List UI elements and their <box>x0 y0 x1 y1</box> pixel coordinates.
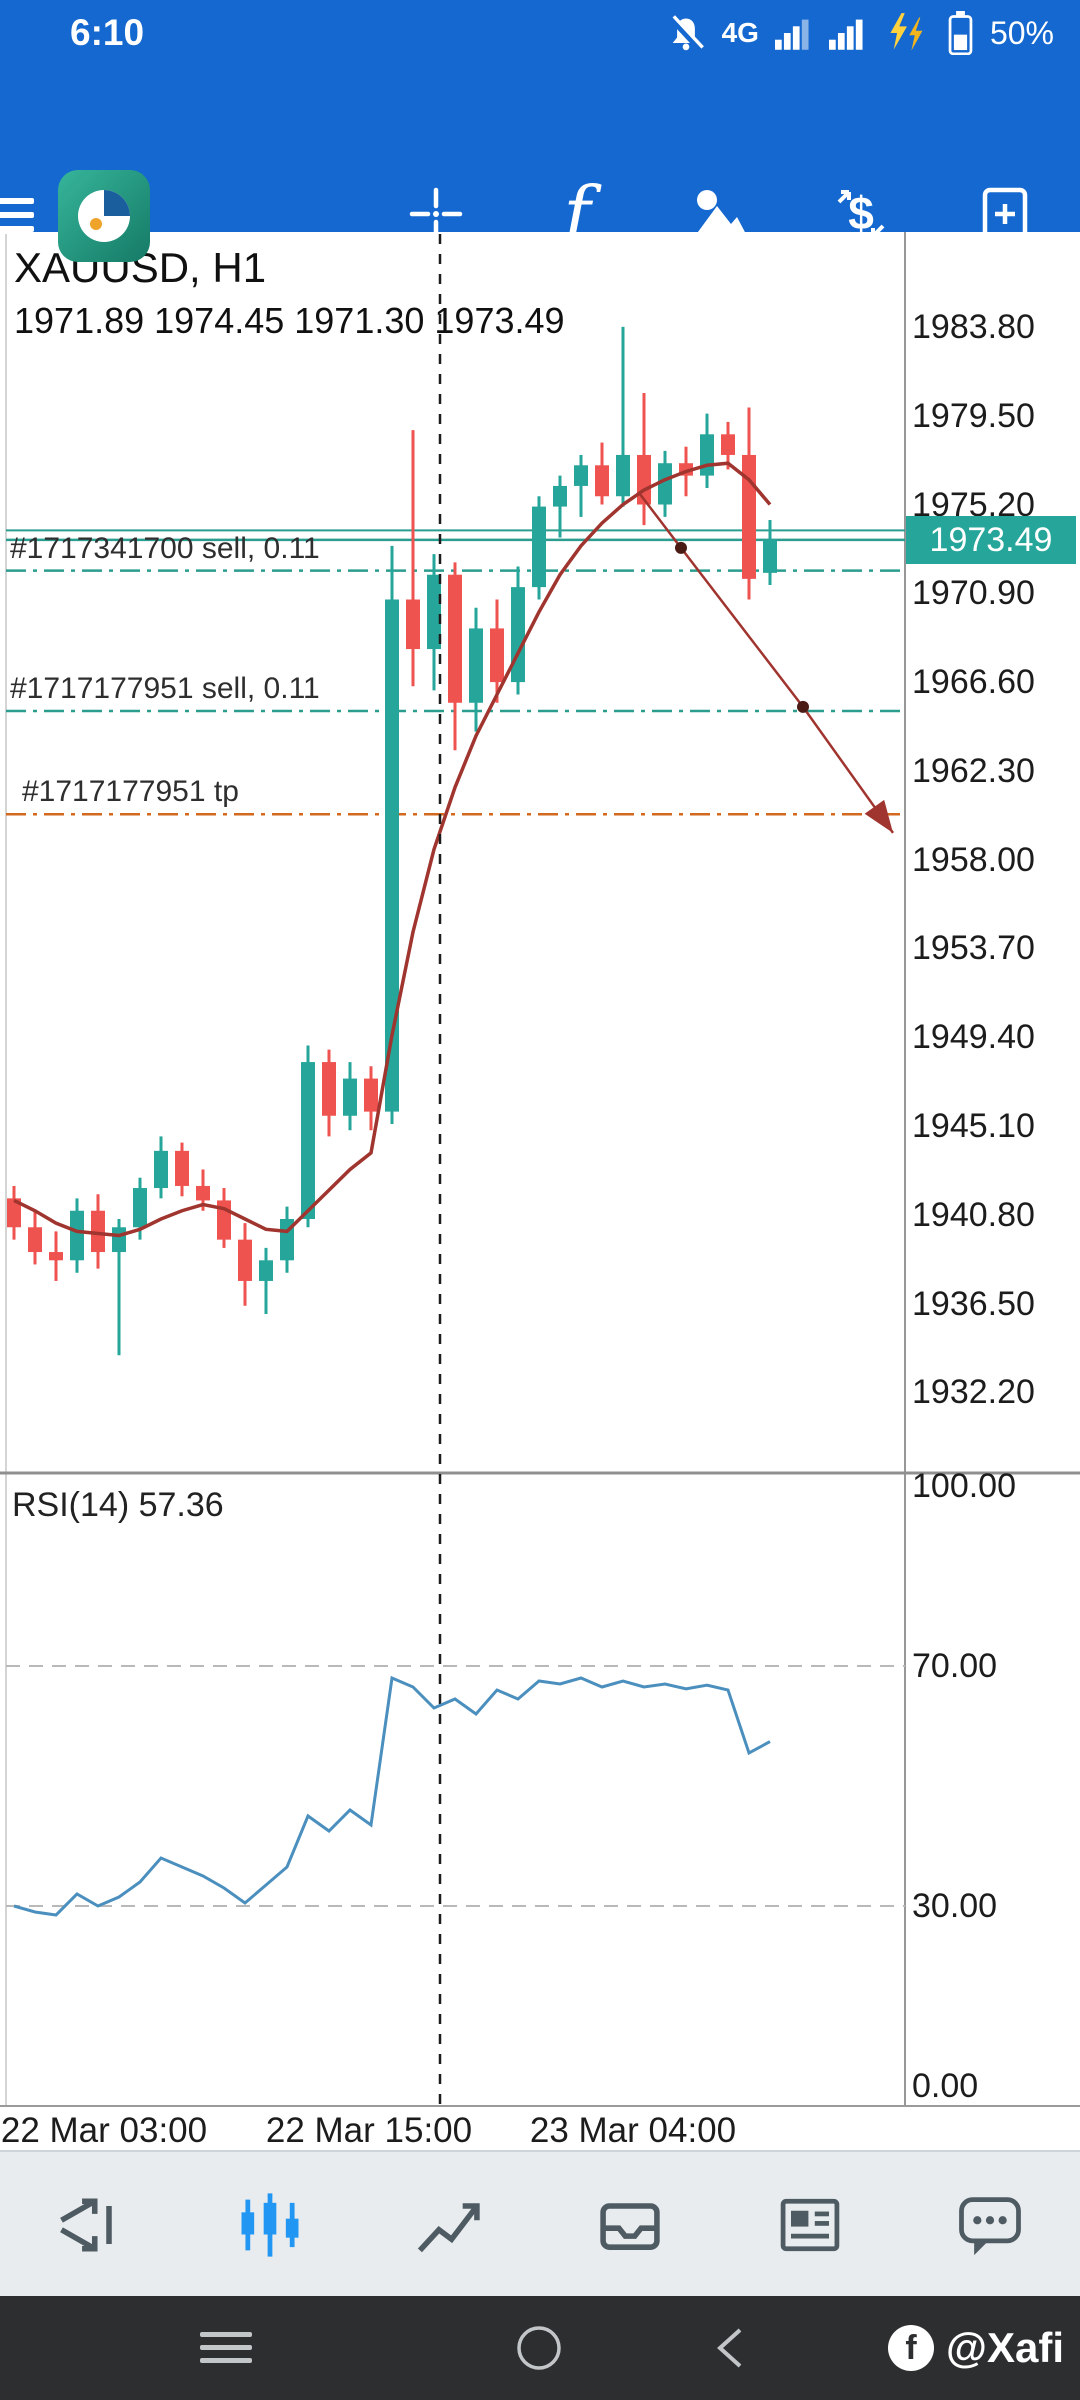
home-circle-icon <box>517 2326 561 2370</box>
news-icon <box>780 2198 840 2252</box>
battery-icon <box>948 11 973 55</box>
current-price-badge: 1973.49 <box>906 516 1076 564</box>
charging-bolt-icon <box>890 13 923 51</box>
nav-news[interactable] <box>720 2152 900 2298</box>
home-button[interactable] <box>514 2296 564 2400</box>
indicators-icon[interactable]: f <box>563 171 591 257</box>
nav-charts[interactable] <box>180 2152 360 2298</box>
status-icons: 4G 50% <box>666 11 1054 55</box>
nav-messages[interactable] <box>900 2152 1080 2298</box>
new-order-icon[interactable] <box>973 182 1037 246</box>
network-type-label: 4G <box>721 17 759 48</box>
back-chevron-icon <box>717 2328 742 2368</box>
signal-strength-icon <box>828 19 863 50</box>
rsi-indicator-label: RSI(14) 57.36 <box>12 1486 224 1524</box>
nav-trade-chart[interactable] <box>360 2152 540 2298</box>
android-nav: f @Xafi <box>0 2296 1080 2400</box>
trade-tray-icon <box>600 2203 660 2250</box>
back-button[interactable] <box>712 2296 748 2400</box>
currency-symbols-icon[interactable]: $ <box>829 182 893 246</box>
chart-canvas[interactable] <box>0 232 1080 2108</box>
menu-icon[interactable] <box>0 190 34 236</box>
trend-line-icon <box>417 2203 480 2253</box>
nav-trade[interactable] <box>540 2152 720 2298</box>
bottom-nav <box>0 2150 1080 2298</box>
watermark-text: @Xafi <box>946 2324 1064 2371</box>
objects-icon[interactable] <box>687 182 751 246</box>
toolbar: f $ <box>0 66 1080 262</box>
notifications-muted-icon <box>668 14 704 52</box>
watermark: f @Xafi <box>888 2296 1064 2400</box>
facebook-icon: f <box>888 2325 935 2371</box>
time-axis-label: 22 Mar 03:00 <box>0 2111 208 2150</box>
candlestick-chart-icon <box>241 2193 299 2257</box>
nav-quotes[interactable] <box>0 2152 180 2298</box>
chat-bubble-icon <box>959 2197 1021 2256</box>
ohlc-values: 1971.89 1974.45 1971.30 1973.49 <box>14 300 565 341</box>
app-header: 6:10 4G <box>0 0 1080 262</box>
recents-button[interactable] <box>198 2296 254 2400</box>
crosshair-icon[interactable] <box>404 182 468 246</box>
status-bar: 6:10 4G <box>0 0 1080 66</box>
app-logo[interactable] <box>58 170 150 262</box>
metatrader-logo-icon <box>78 190 130 242</box>
time-axis-label: 22 Mar 15:00 <box>265 2111 473 2150</box>
time-axis-label: 23 Mar 04:00 <box>529 2111 737 2150</box>
svg-text:$: $ <box>848 187 874 239</box>
quotes-arrows-icon <box>60 2198 112 2252</box>
recents-icon <box>200 2332 252 2363</box>
signal-4g-icon <box>774 19 809 50</box>
clock: 6:10 <box>70 12 145 53</box>
battery-percent-label: 50% <box>989 14 1054 51</box>
